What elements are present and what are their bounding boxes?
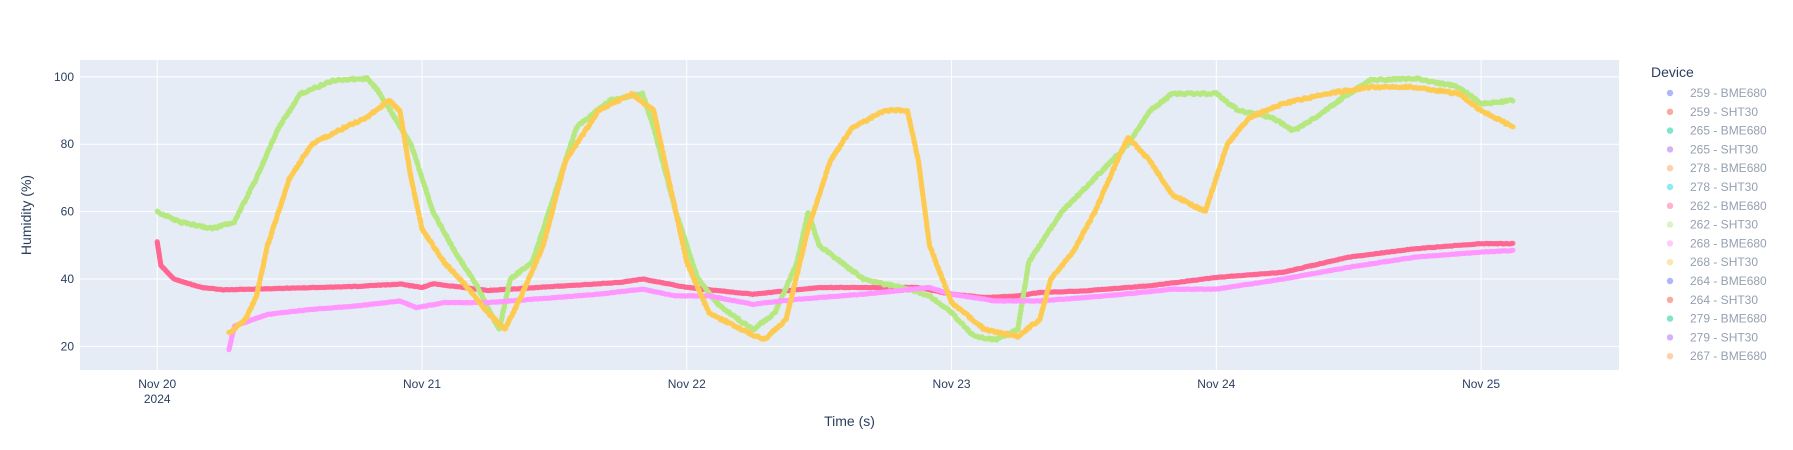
data-point	[1510, 240, 1516, 246]
series-markers	[226, 83, 1516, 342]
plot-background	[80, 60, 1619, 370]
data-point	[1510, 247, 1516, 253]
data-markers	[154, 75, 1516, 353]
data-point	[1510, 98, 1516, 104]
